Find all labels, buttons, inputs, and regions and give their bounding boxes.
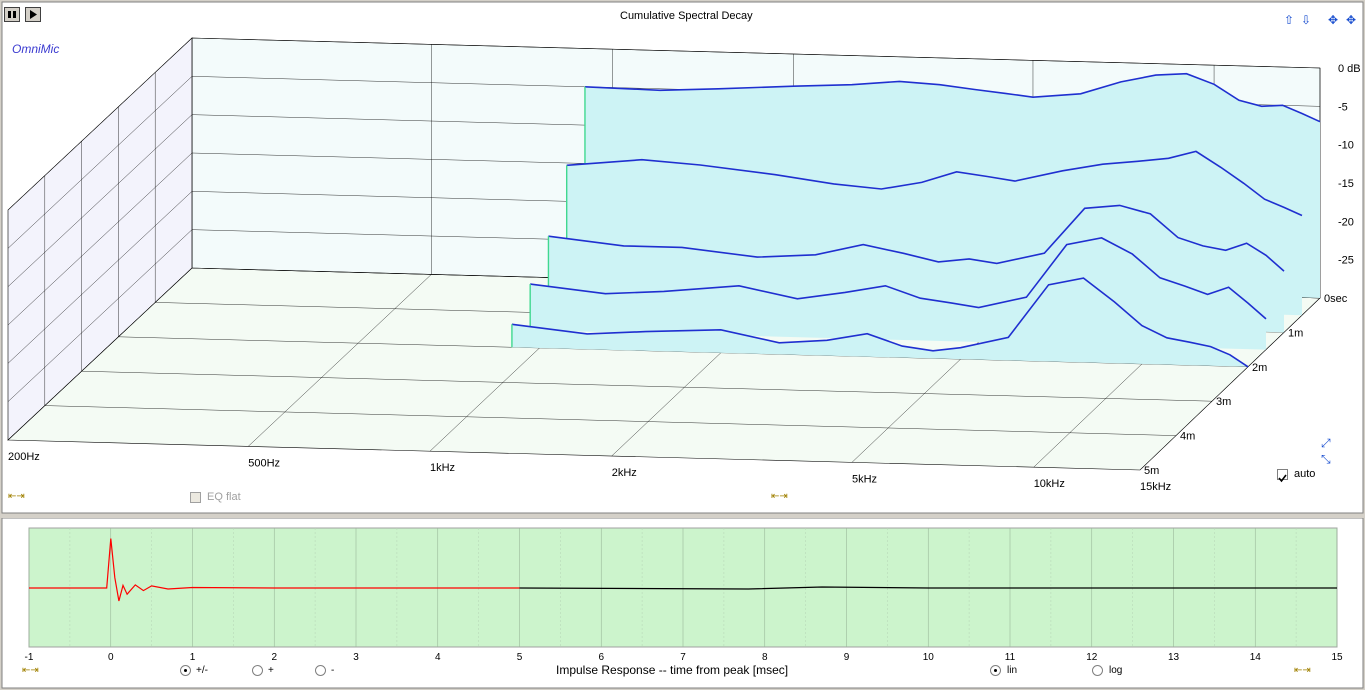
csd-slice-line-1 [566,150,1303,217]
play-icon [30,10,37,19]
ir-series-line-0 [29,538,520,602]
scale-lin-radio[interactable] [990,665,1001,676]
chart-title: Cumulative Spectral Decay [620,10,753,22]
csd-time-gridline [81,371,1213,402]
scale-lin-label: lin [1007,665,1018,676]
ir-x-tick-label: 2 [271,652,277,663]
csd-slice-line-2 [548,204,1285,272]
csd-mid-nav-arrows-icon[interactable]: ⇤⇥ [771,491,788,502]
csd-y-tick-label: -5 [1338,101,1348,113]
auto-checkbox[interactable] [1277,469,1288,483]
ir-x-tick-label: 5 [517,652,523,663]
csd-z-tick-label: 1m [1288,327,1303,339]
csd-z-tick-label: 2m [1252,362,1267,374]
ir-x-tick-label: 6 [598,652,604,663]
ir-x-tick-label: 10 [923,652,935,663]
csd-x-tick-label: 200Hz [8,451,40,463]
csd-side-db-gridline [7,229,193,402]
csd-side-db-gridline [7,37,193,211]
csd-time-gridline [44,405,1177,436]
eq-flat-label: EQ flat [207,491,241,503]
csd-y-tick-label: -15 [1338,178,1354,190]
pause-icon [8,11,16,18]
scale-log-label: log [1109,665,1123,676]
polarity-plus-label: + [268,665,274,676]
rotate-down-icon[interactable]: ⤡ [1321,452,1331,466]
ir-x-tick-label: 3 [353,652,359,663]
ir-x-tick-label: 9 [844,652,850,663]
impulse-response-chart: -1 0 1 2 3 4 5 6 7 8 9 10 11 12 13 14 15 [1,518,1364,689]
csd-chart: 200Hz 500Hz 1kHz 2kHz 5kHz 10kHz 15kHz 0 dB -5 -1… [1,1,1364,514]
csd-y-tick-label: 0 dB [1338,63,1361,75]
arrow-up-icon[interactable]: ⇧ [1284,13,1295,27]
csd-db-gridline [191,37,1321,69]
brand-label: OmniMic [12,42,60,56]
csd-side-db-gridline [7,267,193,441]
polarity-plus-radio[interactable] [252,665,263,676]
polarity-plusminus-radio[interactable] [180,665,191,676]
csd-y-tick-label: -25 [1338,255,1354,267]
eq-flat-checkbox[interactable] [190,492,201,503]
checkmark-icon [1278,474,1287,483]
csd-side-db-gridline [7,152,193,326]
csd-side-db-gridline [7,114,193,287]
scale-log-radio[interactable] [1092,665,1103,676]
ir-x-tick-label: 12 [1086,652,1098,663]
csd-slice-fill-4 [511,278,1248,367]
ir-x-tick-label: 4 [435,652,441,663]
polarity-plusminus-label: +/- [196,665,208,676]
ir-left-nav-arrows-icon[interactable]: ⇤⇥ [22,665,39,676]
csd-y-tick-label: -10 [1338,140,1354,152]
play-button[interactable] [25,7,41,22]
csd-x-tick-label: 15kHz [1140,481,1171,493]
ir-x-tick-label: 15 [1331,652,1343,663]
auto-label: auto [1294,468,1316,480]
csd-x-tick-label: 2kHz [612,467,637,479]
csd-x-tick-label: 5kHz [852,473,877,485]
csd-slice-line-4 [511,277,1249,368]
csd-x-tick-label: 10kHz [1034,478,1065,490]
ir-x-tick-label: 8 [762,652,768,663]
csd-slice-line-3 [530,237,1267,320]
compress-icon[interactable]: ✥ [1346,13,1357,27]
csd-y-tick-label: -20 [1338,216,1354,228]
ir-series-line-1 [519,586,1337,590]
ir-x-tick-label: 14 [1250,652,1262,663]
ir-xlabel: Impulse Response -- time from peak [msec… [556,663,789,677]
polarity-minus-radio[interactable] [315,665,326,676]
csd-z-tick-label: 5m [1144,465,1159,477]
rotate-up-icon[interactable]: ⤢ [1321,436,1331,450]
csd-side-db-gridline [7,76,193,249]
ir-x-tick-label: -1 [25,652,34,663]
csd-left-nav-arrows-icon[interactable]: ⇤⇥ [8,491,25,502]
csd-slice-line-0 [584,72,1321,123]
ir-x-tick-label: 1 [190,652,196,663]
ir-right-nav-arrows-icon[interactable]: ⇤⇥ [1294,665,1311,676]
csd-x-tick-label: 1kHz [430,462,455,474]
csd-side-db-gridline [7,191,193,364]
csd-z-tick-label: 0sec [1324,293,1348,305]
ir-x-tick-label: 7 [680,652,686,663]
ir-x-tick-label: 13 [1168,652,1180,663]
csd-x-tick-label: 500Hz [248,457,280,469]
arrow-down-icon[interactable]: ⇩ [1301,13,1312,27]
csd-z-tick-label: 3m [1216,396,1231,408]
polarity-minus-label: - [331,665,335,676]
csd-floor-gridline [248,274,432,447]
expand-icon[interactable]: ✥ [1328,13,1339,27]
ir-x-tick-label: 11 [1005,652,1016,663]
csd-z-tick-label: 4m [1180,431,1195,443]
ir-x-tick-label: 0 [108,652,114,663]
pause-button[interactable] [4,7,20,22]
csd-floor-gridline [1139,297,1321,471]
